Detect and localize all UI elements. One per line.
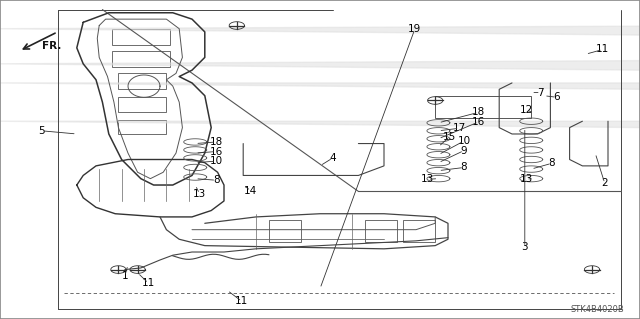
Text: 11: 11	[596, 44, 609, 55]
Text: 6: 6	[554, 92, 560, 102]
Text: 10: 10	[210, 156, 223, 166]
Text: 8: 8	[461, 162, 467, 173]
Text: 13: 13	[193, 189, 206, 199]
Text: 3: 3	[522, 242, 528, 252]
Text: 5: 5	[38, 126, 45, 136]
Polygon shape	[0, 16, 640, 35]
Polygon shape	[0, 45, 640, 70]
Text: 15: 15	[444, 131, 456, 142]
Text: 13: 13	[421, 174, 434, 184]
Bar	[118, 73, 166, 89]
Text: 8: 8	[213, 175, 220, 185]
Polygon shape	[0, 121, 640, 166]
Text: 4: 4	[330, 153, 336, 163]
Bar	[365, 220, 397, 242]
Text: 12: 12	[520, 105, 532, 115]
Text: 9: 9	[461, 145, 467, 156]
Polygon shape	[0, 83, 640, 134]
Text: 19: 19	[408, 24, 421, 34]
Text: FR.: FR.	[42, 41, 61, 51]
Text: 17: 17	[453, 123, 466, 133]
Text: 14: 14	[244, 186, 257, 196]
Bar	[435, 96, 531, 118]
Text: 18: 18	[210, 137, 223, 147]
Bar	[112, 51, 170, 67]
Bar	[118, 97, 166, 112]
Bar	[112, 29, 170, 45]
Text: 7: 7	[538, 87, 544, 98]
Text: 11: 11	[236, 296, 248, 307]
Bar	[403, 220, 435, 242]
Text: 13: 13	[520, 174, 532, 184]
Text: 1: 1	[122, 271, 128, 281]
Text: 11: 11	[142, 278, 155, 288]
Text: 16: 16	[210, 146, 223, 157]
Text: 8: 8	[548, 158, 555, 168]
Text: 16: 16	[472, 117, 485, 127]
Text: 10: 10	[458, 136, 470, 146]
Bar	[118, 120, 166, 134]
Bar	[269, 220, 301, 242]
Text: STK4B4020B: STK4B4020B	[570, 305, 624, 314]
Text: 2: 2	[602, 178, 608, 189]
Text: 18: 18	[472, 107, 485, 117]
